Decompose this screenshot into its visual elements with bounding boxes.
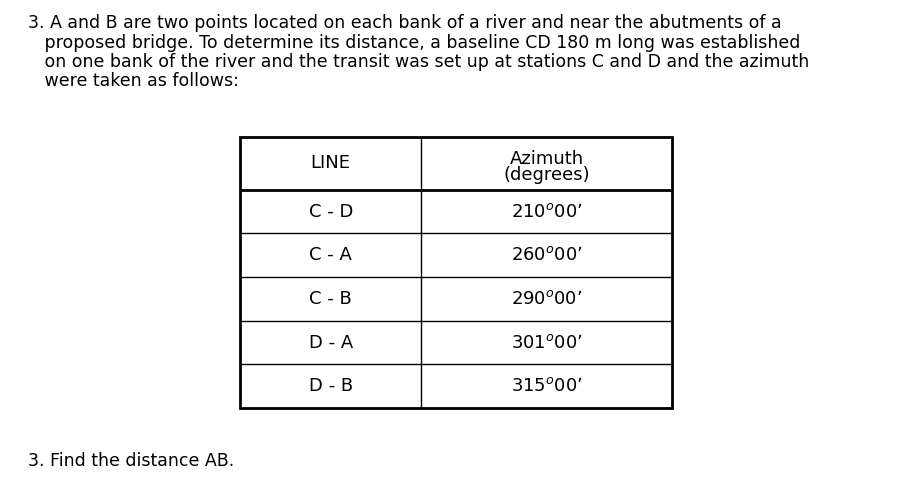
Text: C - B: C - B [309,290,352,308]
Text: LINE: LINE [311,154,351,172]
Text: 210$^o$00’: 210$^o$00’ [511,203,582,221]
Text: 260$^o$00’: 260$^o$00’ [511,246,582,264]
Text: 3. A and B are two points located on each bank of a river and near the abutments: 3. A and B are two points located on eac… [28,14,781,32]
Bar [240,137,672,408]
Text: were taken as follows:: were taken as follows: [28,73,239,91]
Text: 315$^o$00’: 315$^o$00’ [511,377,582,395]
Text: (degrees): (degrees) [504,167,590,185]
Text: proposed bridge. To determine its distance, a baseline CD 180 m long was establi: proposed bridge. To determine its distan… [28,34,801,52]
Text: D - A: D - A [309,334,353,352]
Text: C - D: C - D [309,203,353,221]
Text: Azimuth: Azimuth [510,150,584,169]
Text: C - A: C - A [309,246,352,264]
Text: 3. Find the distance AB.: 3. Find the distance AB. [28,452,234,470]
Text: 301$^o$00’: 301$^o$00’ [511,334,582,352]
Text: on one bank of the river and the transit was set up at stations C and D and the : on one bank of the river and the transit… [28,53,809,71]
Text: 290$^o$00’: 290$^o$00’ [511,290,582,308]
Text: D - B: D - B [309,377,353,395]
